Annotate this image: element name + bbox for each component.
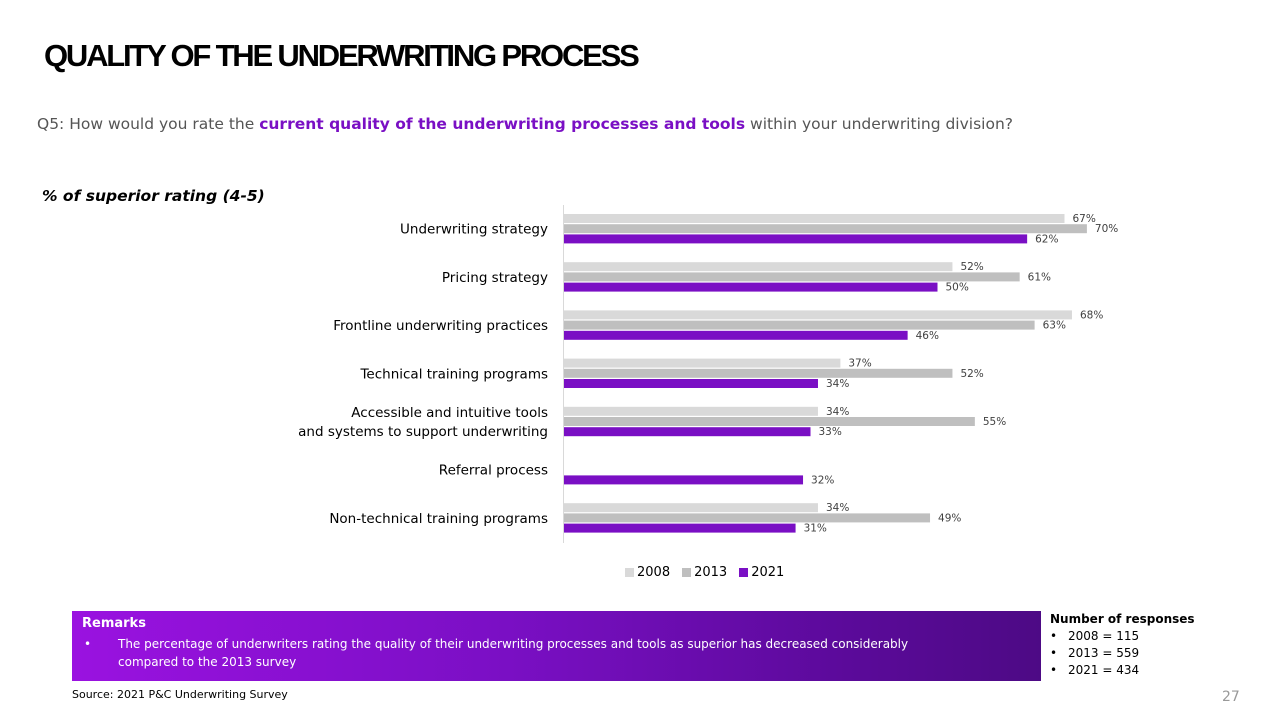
remarks-text: The percentage of underwriters rating th… [118, 637, 909, 669]
bar-2008 [564, 358, 841, 368]
data-label-2021: 62% [1035, 233, 1058, 245]
chart-legend: 2008 2013 2021 [625, 563, 784, 581]
source-note: Source: 2021 P&C Underwriting Survey [72, 688, 288, 701]
bar-2013 [564, 224, 1087, 234]
bar-2008 [564, 262, 953, 272]
bar-2008 [564, 406, 818, 416]
responses-item: • 2013 = 559 [1050, 645, 1250, 662]
bar-2008 [564, 214, 1065, 223]
question-suffix: within your underwriting division? [745, 115, 1014, 133]
bar-chart: Underwriting strategy 67%70% 62% Pricing st… [298, 205, 1118, 543]
remarks-box: Remarks • The percentage of underwriters… [72, 611, 1041, 681]
bar-2013 [564, 513, 931, 523]
survey-question: Q5: How would you rate the current quali… [37, 115, 1013, 133]
responses-item: • 2021 = 434 [1050, 662, 1250, 679]
category-label: Pricing strategy [442, 270, 548, 286]
legend-item-2021: 2021 [739, 565, 784, 580]
data-label-2008: 67% [1072, 213, 1095, 225]
category-label: Frontline underwriting practices [333, 318, 548, 334]
bar-2021 [564, 523, 796, 533]
legend-item-2013: 2013 [682, 565, 727, 580]
remarks-title: Remarks [82, 616, 146, 631]
bar-2021 [564, 330, 908, 340]
category-label: and systems to support underwriting [298, 424, 548, 440]
bar-2013 [564, 320, 1035, 330]
bar-2013 [564, 272, 1020, 282]
bar-2021 [564, 475, 804, 485]
question-highlight: current quality of the underwriting proc… [259, 115, 746, 133]
legend-swatch-2021 [739, 567, 749, 577]
legend-item-2008: 2008 [625, 565, 670, 580]
bar-2013 [564, 368, 953, 378]
legend-label-2021: 2021 [751, 564, 785, 580]
legend-label-2013: 2013 [694, 564, 728, 580]
legend-swatch-2008 [625, 567, 634, 577]
bar-2021 [564, 234, 1028, 244]
remarks-bullet: • [84, 637, 92, 651]
bar-2021 [564, 427, 811, 437]
remarks-item: • The percentage of underwriters rating … [82, 635, 1031, 671]
responses-item: • 2008 = 115 [1050, 628, 1250, 645]
data-label-2021: 46% [916, 330, 939, 342]
category-label: Referral process [439, 463, 548, 479]
responses-2013: 2013 = 559 [1068, 646, 1140, 660]
bar-2008 [564, 310, 1072, 320]
responses-box: Number of responses • 2008 = 115 • 2013 … [1050, 612, 1250, 679]
category-label: Non-technical training programs [329, 511, 548, 527]
question-prefix: Q5: How would you rate the [37, 115, 260, 133]
bar-2021 [564, 379, 818, 388]
data-label-2013: 70% [1095, 223, 1118, 235]
metric-label: % of superior rating (4-5) [42, 187, 265, 205]
data-label-2008: 34% [826, 502, 849, 514]
data-label-2021: 34% [826, 378, 849, 390]
category-label: Accessible and intuitive tools [351, 405, 548, 421]
data-label-2021: 32% [811, 474, 834, 486]
responses-title: Number of responses [1050, 612, 1195, 626]
data-label-2013: 49% [938, 512, 961, 524]
data-label-2021: 50% [946, 282, 969, 294]
data-label-2008: 52% [960, 261, 983, 273]
responses-2008: 2008 = 115 [1068, 629, 1140, 643]
data-label-2008: 68% [1080, 309, 1103, 321]
responses-2021: 2021 = 434 [1068, 663, 1140, 677]
legend-label-2008: 2008 [637, 564, 671, 580]
page-title: QUALITY OF THE UNDERWRITING PROCESS [44, 38, 640, 73]
data-label-2021: 33% [819, 426, 842, 438]
data-label-2013: 55% [983, 416, 1006, 428]
data-label-2021: 31% [804, 523, 827, 535]
bar-2008 [564, 503, 818, 513]
category-label: Underwriting strategy [400, 222, 548, 238]
data-label-2013: 52% [960, 368, 983, 380]
bar-2013 [564, 417, 975, 426]
category-label: Technical training programs [359, 366, 548, 382]
data-label-2008: 37% [848, 358, 871, 370]
legend-swatch-2013 [682, 567, 692, 577]
bar-2021 [564, 282, 938, 292]
responses-bullet: • [1050, 646, 1058, 660]
data-label-2008: 34% [826, 406, 849, 418]
data-label-2013: 63% [1043, 320, 1066, 332]
page-number: 27 [1222, 689, 1240, 705]
responses-bullet: • [1050, 629, 1058, 643]
responses-bullet: • [1050, 663, 1058, 677]
data-label-2013: 61% [1028, 271, 1051, 283]
